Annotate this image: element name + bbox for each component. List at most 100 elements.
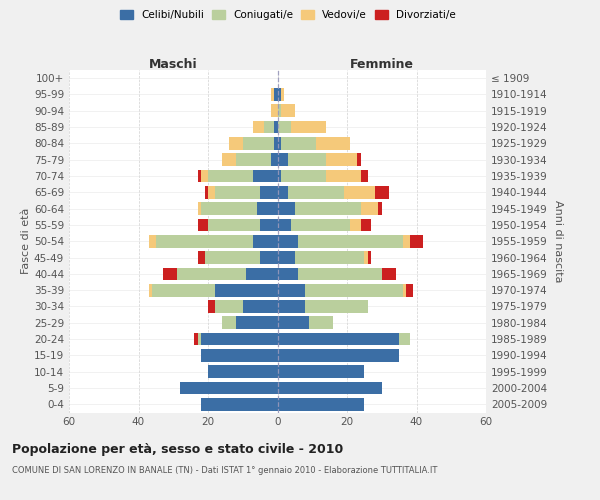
Bar — [277, 202, 295, 215]
Bar — [201, 332, 277, 345]
Bar — [281, 104, 295, 117]
Bar — [149, 235, 156, 248]
Bar — [215, 186, 260, 198]
Bar — [277, 186, 288, 198]
Bar — [277, 284, 305, 296]
Bar — [375, 186, 389, 198]
Bar — [197, 251, 205, 264]
Bar — [298, 268, 382, 280]
Bar — [197, 332, 201, 345]
Text: Maschi: Maschi — [149, 58, 197, 71]
Bar — [368, 251, 371, 264]
Bar — [281, 170, 326, 182]
Bar — [263, 120, 274, 134]
Bar — [208, 186, 215, 198]
Bar — [201, 170, 208, 182]
Bar — [253, 235, 277, 248]
Bar — [197, 218, 208, 232]
Bar — [277, 316, 309, 329]
Bar — [197, 202, 201, 215]
Bar — [163, 268, 177, 280]
Bar — [277, 268, 298, 280]
Bar — [236, 316, 277, 329]
Bar — [277, 382, 382, 394]
Bar — [271, 88, 274, 101]
Bar — [205, 251, 260, 264]
Bar — [410, 235, 424, 248]
Bar — [253, 170, 277, 182]
Bar — [316, 137, 350, 150]
Bar — [277, 170, 281, 182]
Bar — [277, 398, 364, 410]
Bar — [277, 104, 281, 117]
Bar — [253, 120, 263, 134]
Bar — [222, 316, 236, 329]
Bar — [260, 218, 277, 232]
Bar — [292, 120, 326, 134]
Legend: Celibi/Nubili, Coniugati/e, Vedovi/e, Divorziati/e: Celibi/Nubili, Coniugati/e, Vedovi/e, Di… — [118, 8, 458, 22]
Bar — [260, 186, 277, 198]
Bar — [201, 202, 257, 215]
Bar — [382, 268, 395, 280]
Bar — [364, 251, 368, 264]
Bar — [274, 137, 277, 150]
Bar — [361, 170, 368, 182]
Bar — [156, 235, 253, 248]
Bar — [215, 284, 277, 296]
Text: COMUNE DI SAN LORENZO IN BANALE (TN) - Dati ISTAT 1° gennaio 2010 - Elaborazione: COMUNE DI SAN LORENZO IN BANALE (TN) - D… — [12, 466, 437, 475]
Bar — [295, 202, 361, 215]
Bar — [277, 154, 288, 166]
Bar — [406, 284, 413, 296]
Bar — [277, 120, 292, 134]
Bar — [257, 202, 277, 215]
Bar — [274, 88, 277, 101]
Bar — [361, 202, 378, 215]
Bar — [277, 300, 305, 313]
Bar — [149, 284, 152, 296]
Bar — [403, 284, 406, 296]
Bar — [271, 154, 277, 166]
Bar — [222, 154, 236, 166]
Bar — [215, 300, 243, 313]
Bar — [260, 251, 277, 264]
Bar — [271, 104, 277, 117]
Bar — [403, 235, 410, 248]
Bar — [326, 170, 361, 182]
Bar — [277, 251, 295, 264]
Bar — [378, 202, 382, 215]
Bar — [305, 284, 403, 296]
Bar — [229, 137, 243, 150]
Bar — [243, 137, 274, 150]
Bar — [243, 300, 277, 313]
Y-axis label: Anni di nascita: Anni di nascita — [553, 200, 563, 282]
Bar — [180, 382, 277, 394]
Bar — [292, 218, 350, 232]
Bar — [281, 88, 284, 101]
Bar — [288, 154, 326, 166]
Bar — [277, 218, 292, 232]
Bar — [309, 316, 333, 329]
Bar — [298, 235, 403, 248]
Bar — [208, 218, 260, 232]
Bar — [208, 300, 215, 313]
Text: Femmine: Femmine — [350, 58, 414, 71]
Bar — [236, 154, 271, 166]
Bar — [277, 88, 281, 101]
Bar — [295, 251, 364, 264]
Bar — [277, 137, 281, 150]
Bar — [197, 170, 201, 182]
Bar — [326, 154, 358, 166]
Bar — [277, 349, 399, 362]
Text: Popolazione per età, sesso e stato civile - 2010: Popolazione per età, sesso e stato civil… — [12, 442, 343, 456]
Bar — [281, 137, 316, 150]
Y-axis label: Fasce di età: Fasce di età — [21, 208, 31, 274]
Bar — [277, 235, 298, 248]
Bar — [201, 349, 277, 362]
Bar — [177, 268, 246, 280]
Bar — [194, 332, 197, 345]
Bar — [274, 120, 277, 134]
Bar — [358, 154, 361, 166]
Bar — [361, 218, 371, 232]
Bar — [344, 186, 375, 198]
Bar — [205, 186, 208, 198]
